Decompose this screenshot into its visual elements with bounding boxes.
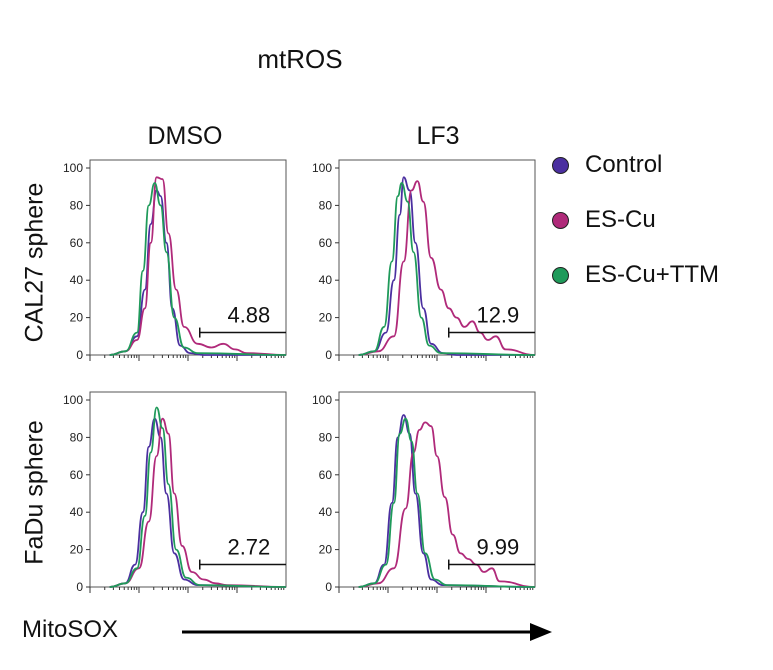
y-tick-label: 80 [70, 430, 84, 444]
series-line-control [109, 189, 286, 356]
legend-swatch-es-cu [552, 211, 569, 229]
y-tick-label: 100 [312, 161, 332, 175]
y-tick-label: 100 [312, 393, 332, 407]
y-tick-label: 20 [319, 311, 333, 325]
y-tick-label: 40 [319, 505, 333, 519]
y-tick-label: 100 [63, 393, 83, 407]
histogram-panel: 0 20 40 60 80 100 4.88 [63, 159, 287, 362]
series-line-es-cu-ttm [109, 182, 287, 356]
y-tick-label: 80 [319, 430, 333, 444]
y-tick-label: 0 [325, 580, 332, 594]
series-line-es-cu [109, 176, 287, 356]
y-tick-label: 100 [63, 161, 83, 175]
arrow-head [530, 623, 552, 641]
gate-value: 2.72 [227, 535, 270, 560]
y-tick-label: 20 [70, 311, 84, 325]
gate-value: 4.88 [227, 303, 270, 328]
series-line-es-cu-ttm [358, 417, 536, 588]
y-tick-label: 40 [70, 273, 84, 287]
legend-label-control: Control [585, 151, 663, 178]
y-tick-label: 0 [76, 580, 83, 594]
legend-swatch-control [552, 156, 569, 174]
y-tick-label: 60 [70, 236, 84, 250]
series-line-es-cu [358, 421, 536, 588]
figure-title: mtROS [257, 44, 343, 74]
y-tick-label: 60 [319, 468, 333, 482]
gate-value: 12.9 [476, 303, 519, 328]
y-tick-label: 20 [70, 543, 84, 557]
histogram-panel: 0 20 40 60 80 100 9.99 [312, 391, 536, 594]
histogram-panel: 0 20 40 60 80 100 12.9 [312, 159, 536, 362]
column-label-dmso: DMSO [147, 122, 223, 150]
series-line-es-cu-ttm [109, 406, 287, 588]
series-line-control [109, 417, 287, 588]
y-tick-label: 0 [325, 348, 332, 362]
y-tick-label: 20 [319, 543, 333, 557]
legend-item-es-cu-ttm: ES-Cu+TTM [552, 260, 719, 290]
series-line-es-cu [109, 417, 287, 588]
legend-swatch-es-cu-ttm [552, 266, 569, 284]
y-tick-label: 80 [70, 198, 84, 212]
legend-item-control: Control [552, 150, 719, 180]
histogram-panel: 0 20 40 60 80 100 2.72 [63, 391, 287, 594]
series-line-es-cu [358, 180, 536, 356]
y-tick-label: 40 [70, 505, 84, 519]
legend-item-es-cu: ES-Cu [552, 205, 719, 235]
y-tick-label: 0 [76, 348, 83, 362]
x-axis-label: MitoSOX [22, 616, 119, 643]
legend-label-es-cu-ttm: ES-Cu+TTM [585, 261, 720, 288]
legend-label-es-cu: ES-Cu [585, 206, 656, 233]
y-tick-label: 40 [319, 273, 333, 287]
gate-value: 9.99 [476, 535, 519, 560]
x-axis-arrow [182, 623, 552, 641]
y-tick-label: 60 [70, 468, 84, 482]
series-line-es-cu-ttm [358, 182, 536, 356]
column-label-lf3: LF3 [416, 122, 460, 150]
series-line-control [358, 176, 535, 356]
y-tick-label: 60 [319, 236, 333, 250]
legend: Control ES-Cu ES-Cu+TTM [552, 150, 719, 290]
y-tick-label: 80 [319, 198, 333, 212]
